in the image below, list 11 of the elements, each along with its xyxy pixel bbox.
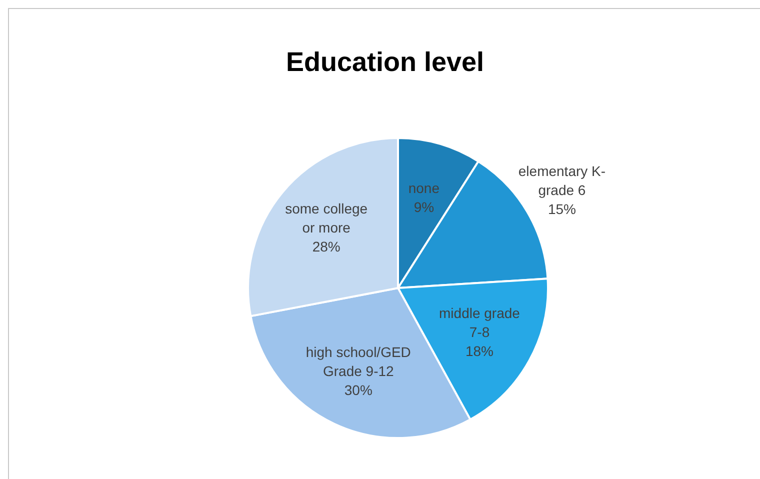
- data-label: 28%: [312, 238, 340, 254]
- slice-label: some college or more: [285, 200, 368, 236]
- slice-label: none: [408, 180, 440, 196]
- chart-title: Education level: [284, 47, 486, 78]
- data-label: 30%: [344, 382, 372, 398]
- slice-label: high school/GED Grade 9-12: [306, 344, 411, 379]
- data-label: 18%: [465, 342, 494, 359]
- slice-label: middle grade 7-8: [439, 304, 520, 340]
- data-label: 9%: [414, 198, 434, 215]
- slice-label: elementary K- grade 6: [518, 162, 606, 198]
- data-label: 15%: [548, 200, 576, 217]
